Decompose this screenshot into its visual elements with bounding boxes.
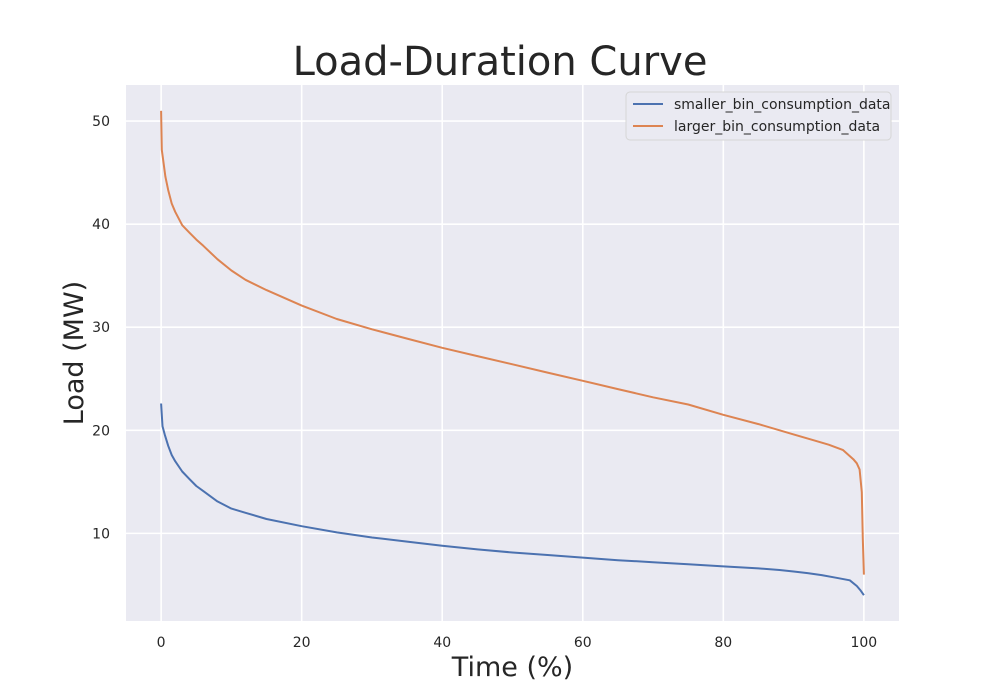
y-tick-label: 40 [92, 217, 110, 233]
x-axis-label: Time (%) [451, 652, 573, 683]
plot-background [126, 85, 899, 621]
legend-box [625, 91, 892, 141]
y-tick-label: 30 [92, 320, 110, 336]
tick-labels: 0 20 40 60 80 100 10 20 30 40 50 [92, 114, 877, 651]
x-tick-label: 20 [293, 635, 311, 651]
legend: smaller_bin_consumption_data larger_bin_… [625, 91, 892, 141]
x-tick-label: 0 [157, 635, 166, 651]
chart-title: Load-Duration Curve [292, 39, 708, 85]
legend-label-larger: larger_bin_consumption_data [674, 119, 880, 135]
y-axis-label: Load (MW) [59, 281, 90, 425]
series-layer [160, 110, 865, 596]
series-line-larger [160, 110, 865, 575]
x-tick-label: 80 [714, 635, 732, 651]
x-tick-label: 100 [850, 635, 877, 651]
y-tick-label: 10 [92, 526, 110, 542]
y-tick-label: 20 [92, 423, 110, 439]
legend-label-smaller: smaller_bin_consumption_data [674, 97, 891, 113]
x-tick-label: 60 [574, 635, 592, 651]
series-line-smaller [160, 403, 865, 596]
x-tick-label: 40 [433, 635, 451, 651]
y-tick-label: 50 [92, 114, 110, 130]
